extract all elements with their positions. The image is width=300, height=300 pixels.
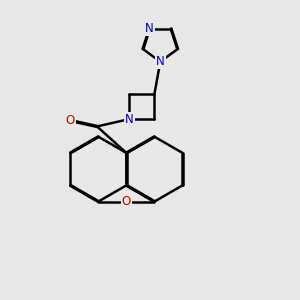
Text: N: N — [156, 55, 165, 68]
Text: O: O — [122, 195, 131, 208]
Text: O: O — [66, 114, 75, 127]
Text: N: N — [145, 22, 154, 35]
Text: N: N — [125, 112, 134, 126]
